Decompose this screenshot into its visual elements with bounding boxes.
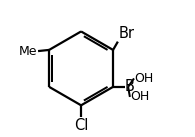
Text: Br: Br [119,26,135,41]
Text: B: B [125,79,135,94]
Text: Me: Me [19,45,37,58]
Text: OH: OH [135,72,154,85]
Text: OH: OH [131,90,150,103]
Text: Cl: Cl [74,118,88,133]
